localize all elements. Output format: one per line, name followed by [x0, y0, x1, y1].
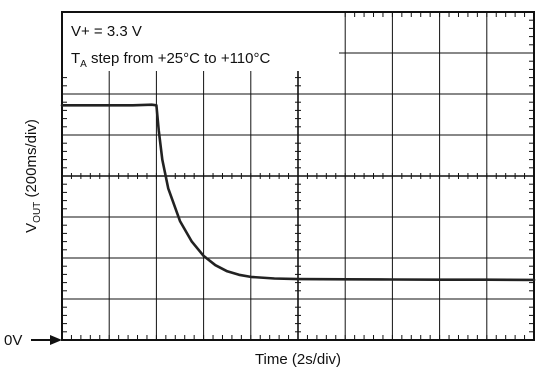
x-axis-label: Time (2s/div) — [255, 351, 341, 368]
supply-annotation: V+ = 3.3 V — [71, 23, 142, 40]
annotation-box — [63, 13, 339, 71]
y-axis-label: VOUT (200ms/div) — [23, 119, 43, 233]
series-line — [60, 103, 536, 282]
zero-arrow-head — [50, 335, 62, 345]
step-annotation: TA step from +25°C to +110°C — [71, 50, 270, 70]
zero-volt-label: 0V — [4, 332, 22, 349]
